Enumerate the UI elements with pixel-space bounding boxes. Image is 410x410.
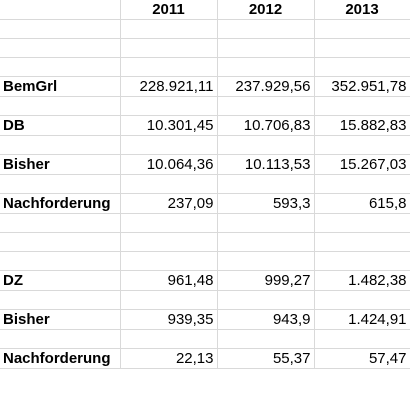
table-row [0, 57, 410, 77]
table-row [0, 329, 410, 349]
cell[interactable] [0, 213, 121, 233]
cell[interactable] [0, 38, 121, 58]
value-cell[interactable]: 10.113,53 [217, 154, 315, 175]
value-cell[interactable]: 237.929,56 [217, 76, 315, 97]
row-label[interactable]: DB [0, 115, 121, 136]
table-row-bisher: Bisher 10.064,36 10.113,53 15.267,03 [0, 154, 410, 175]
cell[interactable] [0, 290, 121, 310]
table-row-dz: DZ 961,48 999,27 1.482,38 [0, 270, 410, 291]
cell[interactable] [314, 329, 410, 349]
value-cell[interactable]: 237,09 [120, 193, 218, 214]
table-row-nachforderung: Nachforderung 22,13 55,37 57,47 [0, 348, 410, 369]
table-row-nachforderung: Nachforderung 237,09 593,3 615,8 [0, 193, 410, 214]
cell[interactable] [0, 174, 121, 194]
cell[interactable] [0, 96, 121, 116]
year-header[interactable]: 2011 [120, 0, 218, 20]
value-cell[interactable]: 961,48 [120, 270, 218, 291]
table-row [0, 135, 410, 155]
data-grid: 2011 2012 2013 BemGrl 228.921,11 237.929… [0, 0, 410, 369]
cell[interactable] [314, 19, 410, 39]
cell[interactable] [0, 135, 121, 155]
cell[interactable] [0, 251, 121, 271]
table-row [0, 174, 410, 194]
value-cell[interactable]: 10.706,83 [217, 115, 315, 136]
table-row [0, 213, 410, 233]
cell[interactable] [217, 232, 315, 252]
cell[interactable] [217, 96, 315, 116]
table-row-bisher: Bisher 939,35 943,9 1.424,91 [0, 309, 410, 330]
cell[interactable] [314, 57, 410, 77]
table-row [0, 38, 410, 58]
cell[interactable] [120, 290, 218, 310]
value-cell[interactable]: 999,27 [217, 270, 315, 291]
cell[interactable] [120, 213, 218, 233]
cell[interactable] [120, 251, 218, 271]
cell[interactable] [217, 38, 315, 58]
table-row [0, 251, 410, 271]
cell[interactable] [217, 135, 315, 155]
value-cell[interactable]: 55,37 [217, 348, 315, 369]
cell[interactable] [217, 19, 315, 39]
value-cell[interactable]: 10.301,45 [120, 115, 218, 136]
cell[interactable] [314, 38, 410, 58]
cell[interactable] [314, 251, 410, 271]
cell[interactable] [0, 232, 121, 252]
year-header[interactable]: 2013 [314, 0, 410, 20]
cell[interactable] [0, 57, 121, 77]
table-row [0, 232, 410, 252]
row-label[interactable]: Nachforderung [0, 348, 121, 369]
table-row [0, 19, 410, 39]
cell[interactable] [314, 135, 410, 155]
row-label[interactable]: Nachforderung [0, 193, 121, 214]
value-cell[interactable]: 943,9 [217, 309, 315, 330]
value-cell[interactable]: 228.921,11 [120, 76, 218, 97]
value-cell[interactable]: 15.882,83 [314, 115, 410, 136]
cell[interactable] [120, 96, 218, 116]
cell[interactable] [120, 19, 218, 39]
table-row [0, 290, 410, 310]
value-cell[interactable]: 10.064,36 [120, 154, 218, 175]
year-header[interactable]: 2012 [217, 0, 315, 20]
cell[interactable] [0, 329, 121, 349]
value-cell[interactable]: 939,35 [120, 309, 218, 330]
cell[interactable] [314, 213, 410, 233]
value-cell[interactable]: 1.424,91 [314, 309, 410, 330]
cell[interactable] [314, 290, 410, 310]
value-cell[interactable]: 1.482,38 [314, 270, 410, 291]
value-cell[interactable]: 15.267,03 [314, 154, 410, 175]
table-row-bemgrl: BemGrl 228.921,11 237.929,56 352.951,78 [0, 76, 410, 97]
cell[interactable] [314, 232, 410, 252]
cell[interactable] [120, 57, 218, 77]
table-row [0, 96, 410, 116]
value-cell[interactable]: 352.951,78 [314, 76, 410, 97]
cell[interactable] [314, 174, 410, 194]
cell[interactable] [120, 329, 218, 349]
value-cell[interactable]: 22,13 [120, 348, 218, 369]
row-label[interactable]: Bisher [0, 154, 121, 175]
cell[interactable] [217, 174, 315, 194]
cell[interactable] [217, 329, 315, 349]
row-label[interactable]: BemGrl [0, 76, 121, 97]
cell[interactable] [120, 38, 218, 58]
table-row-db: DB 10.301,45 10.706,83 15.882,83 [0, 115, 410, 136]
value-cell[interactable]: 593,3 [217, 193, 315, 214]
cell[interactable] [0, 19, 121, 39]
value-cell[interactable]: 57,47 [314, 348, 410, 369]
row-label[interactable]: Bisher [0, 309, 121, 330]
cell[interactable] [217, 290, 315, 310]
row-label[interactable]: DZ [0, 270, 121, 291]
cell[interactable] [217, 251, 315, 271]
cell[interactable] [120, 232, 218, 252]
cell[interactable] [217, 213, 315, 233]
cell[interactable] [217, 57, 315, 77]
value-cell[interactable]: 615,8 [314, 193, 410, 214]
cell[interactable] [120, 174, 218, 194]
cell[interactable] [314, 96, 410, 116]
header-row: 2011 2012 2013 [0, 0, 410, 20]
cell[interactable] [0, 0, 121, 20]
cell[interactable] [120, 135, 218, 155]
